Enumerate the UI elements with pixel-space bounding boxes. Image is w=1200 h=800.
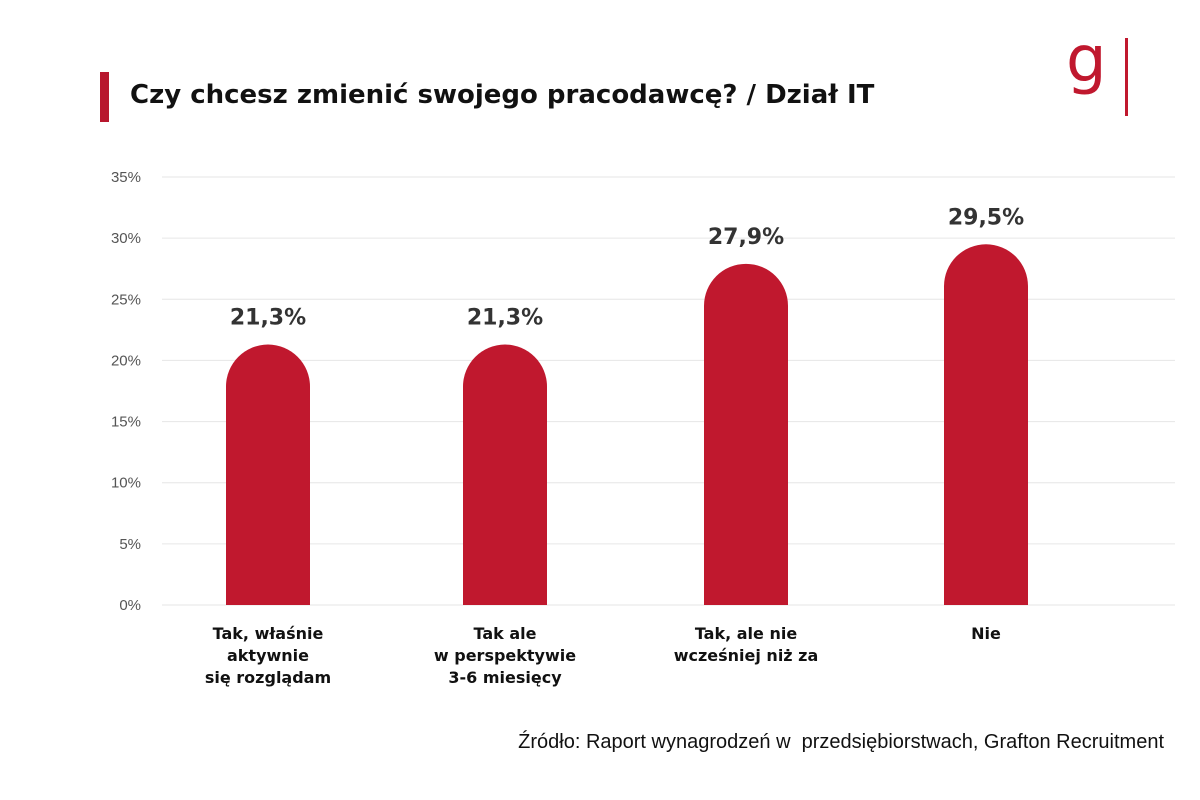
category-label-line: 3-6 miesięcy	[448, 668, 562, 687]
y-tick-label: 35%	[111, 169, 141, 186]
logo-letter: g	[1066, 23, 1107, 97]
bar	[226, 344, 310, 605]
category-label-line: Tak ale	[474, 624, 537, 643]
data-label: 29,5%	[948, 205, 1024, 230]
data-label: 21,3%	[230, 306, 306, 331]
y-tick-label: 5%	[119, 536, 141, 553]
category-label-line: Nie	[971, 624, 1001, 643]
logo-divider	[1125, 38, 1128, 116]
category-label-line: się rozglądam	[205, 668, 331, 687]
data-label: 27,9%	[708, 225, 784, 250]
category-label-line: Tak, ale nie	[695, 624, 798, 643]
source-note: Źródło: Raport wynagrodzeń w przedsiębio…	[518, 731, 1164, 753]
bar	[704, 263, 788, 605]
y-tick-label: 30%	[111, 230, 141, 247]
data-label: 21,3%	[467, 306, 543, 331]
category-label: Nie	[971, 624, 1001, 643]
category-label: Tak, właśnie aktywnie się rozglądam	[205, 624, 331, 687]
category-label: Tak, ale nie wcześniej niż za	[674, 624, 819, 665]
category-label-line: wcześniej niż za	[674, 646, 819, 665]
category-label: Tak ale w perspektywie 3-6 miesięcy	[434, 624, 576, 687]
category-label-line: aktywnie	[227, 646, 309, 665]
bar	[463, 344, 547, 605]
y-tick-label: 10%	[111, 475, 141, 492]
y-tick-label: 15%	[111, 414, 141, 431]
y-tick-label: 0%	[119, 597, 141, 614]
bar	[944, 244, 1028, 605]
title-accent-bar	[100, 72, 109, 122]
company-logo: g	[1066, 28, 1146, 119]
category-label-line: Tak, właśnie	[213, 624, 324, 643]
y-tick-label: 20%	[111, 352, 141, 369]
category-label-line: w perspektywie	[434, 646, 576, 665]
y-tick-label: 25%	[111, 291, 141, 308]
chart-title: Czy chcesz zmienić swojego pracodawcę? /…	[130, 80, 875, 110]
